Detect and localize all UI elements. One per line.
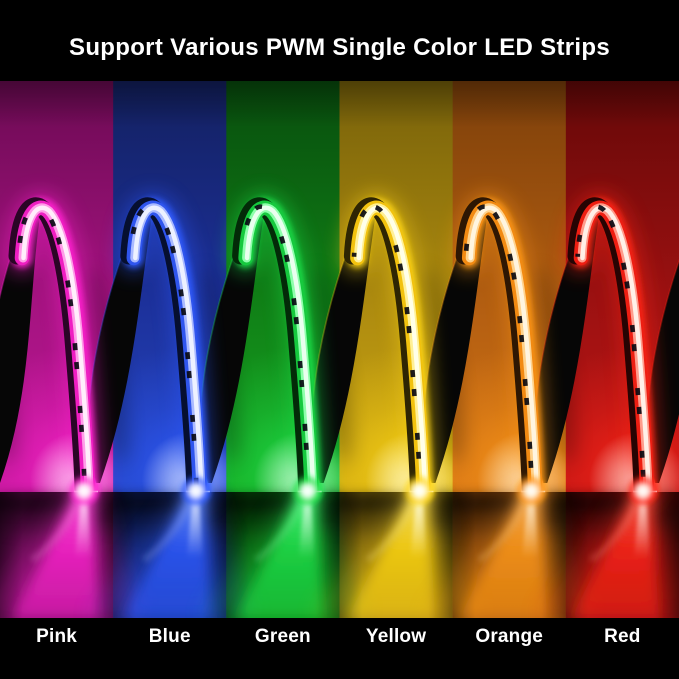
- contact-reflection-streak: [298, 492, 315, 558]
- strip-back-band: [423, 207, 489, 483]
- contact-light-burst: [290, 474, 325, 508]
- strip-core: [21, 205, 92, 493]
- contact-reflection-streak: [522, 492, 539, 558]
- light-beam-red: [571, 491, 659, 618]
- led-coil-graphic: [0, 81, 679, 618]
- color-label-orange: Orange: [475, 626, 544, 647]
- contact-light-burst: [626, 474, 660, 508]
- led-strips-scene: [0, 81, 679, 618]
- contact-light-burst: [514, 474, 549, 508]
- led-strip-pink: [5, 191, 105, 507]
- strip-core: [356, 205, 428, 493]
- light-beam-blue: [123, 491, 212, 618]
- strip-core: [468, 205, 539, 493]
- strip-solder-chips: [16, 204, 87, 489]
- led-strip-green: [228, 191, 329, 507]
- footer-bar: Pink Blue Green Yellow Orange Red: [0, 618, 679, 679]
- strip-core: [133, 205, 204, 493]
- led-strip-orange: [452, 191, 553, 507]
- led-strip-red: [564, 191, 664, 507]
- color-label-pink: Pink: [36, 626, 78, 647]
- light-beam-green: [235, 491, 324, 618]
- strip-solder-chips: [463, 204, 535, 489]
- strip-back-band: [200, 207, 265, 483]
- contact-light-burst: [178, 474, 213, 508]
- led-strip-blue: [116, 191, 217, 507]
- color-label-green: Green: [254, 626, 311, 647]
- strip-back-band: [88, 207, 153, 483]
- contact-reflection-streak: [634, 492, 650, 558]
- page-title: Support Various PWM Single Color LED Str…: [69, 33, 610, 61]
- strip-solder-chips: [575, 204, 646, 489]
- strip-back-band: [311, 207, 377, 483]
- top-vignette: [0, 81, 679, 127]
- color-label-blue: Blue: [148, 626, 191, 647]
- strip-back-band: [0, 207, 41, 483]
- header-bar: Support Various PWM Single Color LED Str…: [0, 0, 679, 81]
- color-label-red: Red: [604, 626, 641, 647]
- light-beam-yellow: [347, 491, 436, 618]
- strip-core: [244, 205, 316, 493]
- strip-back-band: [535, 207, 600, 483]
- led-strip-yellow: [340, 191, 441, 507]
- contact-light-burst: [402, 474, 437, 508]
- contact-reflection-streak: [75, 492, 91, 558]
- strip-core: [580, 205, 651, 493]
- contact-light-burst: [67, 474, 101, 508]
- contact-reflection-streak: [186, 492, 203, 558]
- contact-reflection-streak: [410, 492, 427, 558]
- light-beam-orange: [459, 491, 548, 618]
- light-beam-pink: [12, 491, 100, 618]
- color-label-yellow: Yellow: [365, 626, 427, 647]
